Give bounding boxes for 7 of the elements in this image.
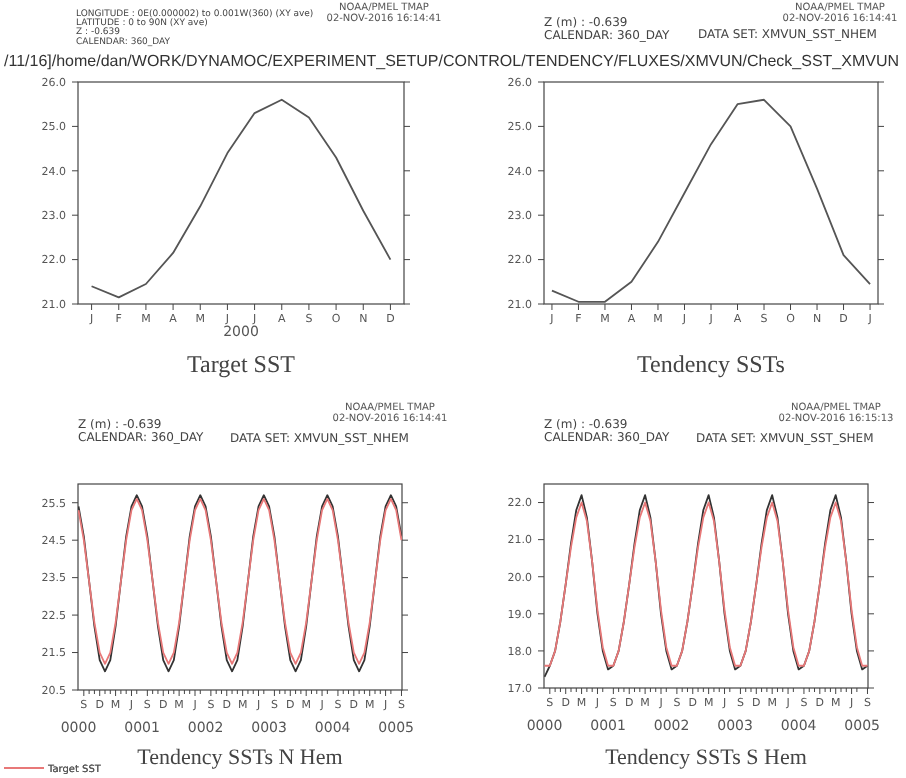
line-series — [551, 98, 871, 303]
text: Tendency SSTs S Hem — [605, 746, 808, 770]
text: /11/16]/home/dan/WORK/DYNAMOC/EXPERIMENT_SETUP/CONTROL/TENDENCY/FLUXES/XMVUN/Check_SST_XMVUN — [4, 52, 900, 70]
line-series — [90, 98, 392, 299]
text: Tendency SSTs — [637, 350, 786, 378]
text: Target SST — [187, 350, 297, 378]
text: Tendency SSTs N Hem — [137, 746, 344, 770]
